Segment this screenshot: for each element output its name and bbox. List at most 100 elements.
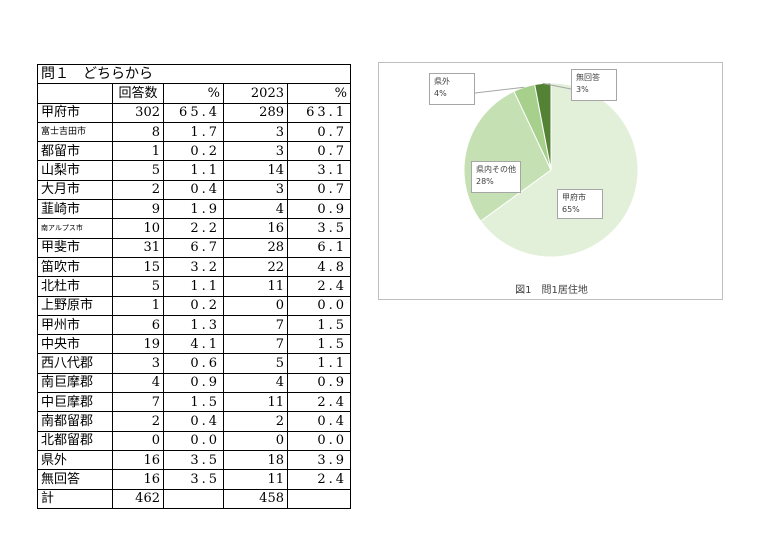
table-row: 西八代郡 3 0.6 5 1.1 xyxy=(37,353,352,374)
table-title-row: 問１ どちらから xyxy=(36,63,352,85)
row-count-2023: 28 xyxy=(223,237,288,258)
row-count: 2 xyxy=(112,179,164,201)
row-pct: 4.1 xyxy=(163,334,224,355)
row-name: 西八代郡 xyxy=(37,353,113,374)
row-pct-2023: 0.9 xyxy=(286,199,352,220)
table-row: 都留市 1 0.2 3 0.7 xyxy=(37,141,352,162)
table-row: 中央市 19 4.1 7 1.5 xyxy=(37,334,352,355)
row-count-2023: 5 xyxy=(223,353,288,374)
callout-value: 28% xyxy=(476,177,494,186)
row-pct: 0.4 xyxy=(163,179,224,201)
row-pct-2023: 1.5 xyxy=(286,334,352,355)
row-count-2023: 0 xyxy=(223,430,288,451)
row-count: 3 xyxy=(112,353,164,374)
row-pct-2023: 2.4 xyxy=(286,469,352,490)
row-count: 4 xyxy=(112,372,164,394)
row-count-2023: 3 xyxy=(223,179,288,201)
header-blank xyxy=(37,83,113,104)
row-name: 甲州市 xyxy=(37,314,113,336)
row-count: 302 xyxy=(112,102,164,123)
row-pct-2023: 0.0 xyxy=(286,295,352,316)
row-count: 5 xyxy=(112,160,164,181)
row-pct: 1.5 xyxy=(163,392,224,413)
row-count: 0 xyxy=(112,430,164,451)
table-row: 南都留郡 2 0.4 2 0.4 xyxy=(37,411,352,432)
total-count-2023: 458 xyxy=(223,488,288,509)
table-row: 南巨摩郡 4 0.9 4 0.9 xyxy=(37,372,352,394)
callout-value: 4% xyxy=(434,89,447,98)
row-pct-2023: 63.1 xyxy=(286,102,352,123)
row-name: 県外 xyxy=(37,449,113,471)
callout-label: 県内その他 xyxy=(476,165,516,174)
row-pct: 0.0 xyxy=(163,430,224,451)
callout-label: 甲府市 xyxy=(562,193,586,202)
table-row: 富士吉田市 8 1.7 3 0.7 xyxy=(37,121,352,143)
row-count-2023: 7 xyxy=(223,334,288,355)
row-count-2023: 4 xyxy=(223,199,288,220)
row-pct-2023: 0.7 xyxy=(286,141,352,162)
table-row: 北都留郡 0 0.0 0 0.0 xyxy=(37,430,352,451)
responses-table: 問１ どちらから 回答数 % 2023 % 甲府市 302 65.4 289 63.1 富… xyxy=(36,63,352,509)
row-pct-2023: 1.5 xyxy=(286,314,352,336)
row-count-2023: 3 xyxy=(223,141,288,162)
leader-line-no-answer xyxy=(542,82,572,90)
row-pct-2023: 0.7 xyxy=(286,121,352,143)
table-row: 笛吹市 15 3.2 22 4.8 xyxy=(37,256,352,278)
row-count-2023: 7 xyxy=(223,314,288,336)
table-row: 甲府市 302 65.4 289 63.1 xyxy=(37,102,352,123)
row-name: 笛吹市 xyxy=(37,256,113,278)
row-name: 韮崎市 xyxy=(37,199,113,220)
table-row: 大月市 2 0.4 3 0.7 xyxy=(37,179,352,201)
header-count-2023: 2023 xyxy=(223,83,288,104)
row-count: 15 xyxy=(112,256,164,278)
row-name: 都留市 xyxy=(37,141,113,162)
row-pct-2023: 0.0 xyxy=(286,430,352,451)
row-pct-2023: 0.7 xyxy=(286,179,352,201)
row-pct: 3.2 xyxy=(163,256,224,278)
table-row: 北杜市 5 1.1 11 2.4 xyxy=(37,276,352,297)
row-name: 南都留郡 xyxy=(37,411,113,432)
row-pct: 6.7 xyxy=(163,237,224,258)
row-count-2023: 3 xyxy=(223,121,288,143)
row-pct-2023: 3.9 xyxy=(286,449,352,471)
header-count: 回答数 xyxy=(112,83,164,104)
row-pct: 0.6 xyxy=(163,353,224,374)
row-count: 1 xyxy=(112,295,164,316)
row-pct: 1.7 xyxy=(163,121,224,143)
row-name: 上野原市 xyxy=(37,295,113,316)
leader-line-prefecture-outside xyxy=(474,86,525,94)
callout-label: 無回答 xyxy=(576,73,600,82)
row-count-2023: 11 xyxy=(223,276,288,297)
row-count-2023: 18 xyxy=(223,449,288,471)
row-pct-2023: 3.1 xyxy=(286,160,352,181)
callout-prefecture-other: 県内その他 28% xyxy=(471,161,521,193)
row-pct: 0.2 xyxy=(163,141,224,162)
row-pct-2023: 6.1 xyxy=(286,237,352,258)
row-count: 7 xyxy=(112,392,164,413)
row-count-2023: 4 xyxy=(223,372,288,394)
row-pct-2023: 2.4 xyxy=(286,276,352,297)
row-count: 31 xyxy=(112,237,164,258)
row-count-2023: 14 xyxy=(223,160,288,181)
row-count-2023: 16 xyxy=(223,218,288,239)
row-pct-2023: 4.8 xyxy=(286,256,352,278)
row-name: 北都留郡 xyxy=(37,430,113,451)
header-pct-2023: % xyxy=(286,83,352,104)
table-row: 南アルプス市 10 2.2 16 3.5 xyxy=(37,218,352,239)
table-total-row: 計 462 458 xyxy=(37,488,352,509)
row-name: 南巨摩郡 xyxy=(37,372,113,394)
table-row: 山梨市 5 1.1 14 3.1 xyxy=(37,160,352,181)
row-name: 甲斐市 xyxy=(37,237,113,258)
table-row: 中巨摩郡 7 1.5 11 2.4 xyxy=(37,392,352,413)
row-pct-2023: 0.4 xyxy=(286,411,352,432)
row-count: 5 xyxy=(112,276,164,297)
row-count: 9 xyxy=(112,199,164,220)
row-count: 16 xyxy=(112,469,164,490)
callout-value: 3% xyxy=(576,85,589,94)
row-pct-2023: 0.9 xyxy=(286,372,352,394)
total-name: 計 xyxy=(37,488,113,509)
row-count-2023: 0 xyxy=(223,295,288,316)
row-pct: 1.9 xyxy=(163,199,224,220)
row-name: 中央市 xyxy=(37,334,113,355)
row-count: 8 xyxy=(112,121,164,143)
